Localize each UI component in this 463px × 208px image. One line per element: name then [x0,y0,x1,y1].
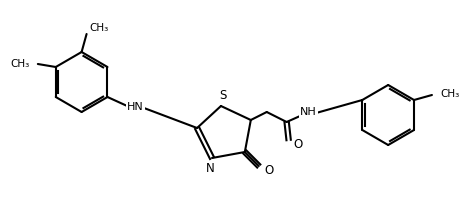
Text: O: O [293,139,302,151]
Text: CH₃: CH₃ [439,89,458,99]
Text: N: N [205,162,214,175]
Text: CH₃: CH₃ [11,59,30,69]
Text: O: O [264,163,274,177]
Text: CH₃: CH₃ [89,23,109,33]
Text: S: S [219,89,226,102]
Text: NH: NH [300,107,316,117]
Text: HN: HN [127,102,144,112]
